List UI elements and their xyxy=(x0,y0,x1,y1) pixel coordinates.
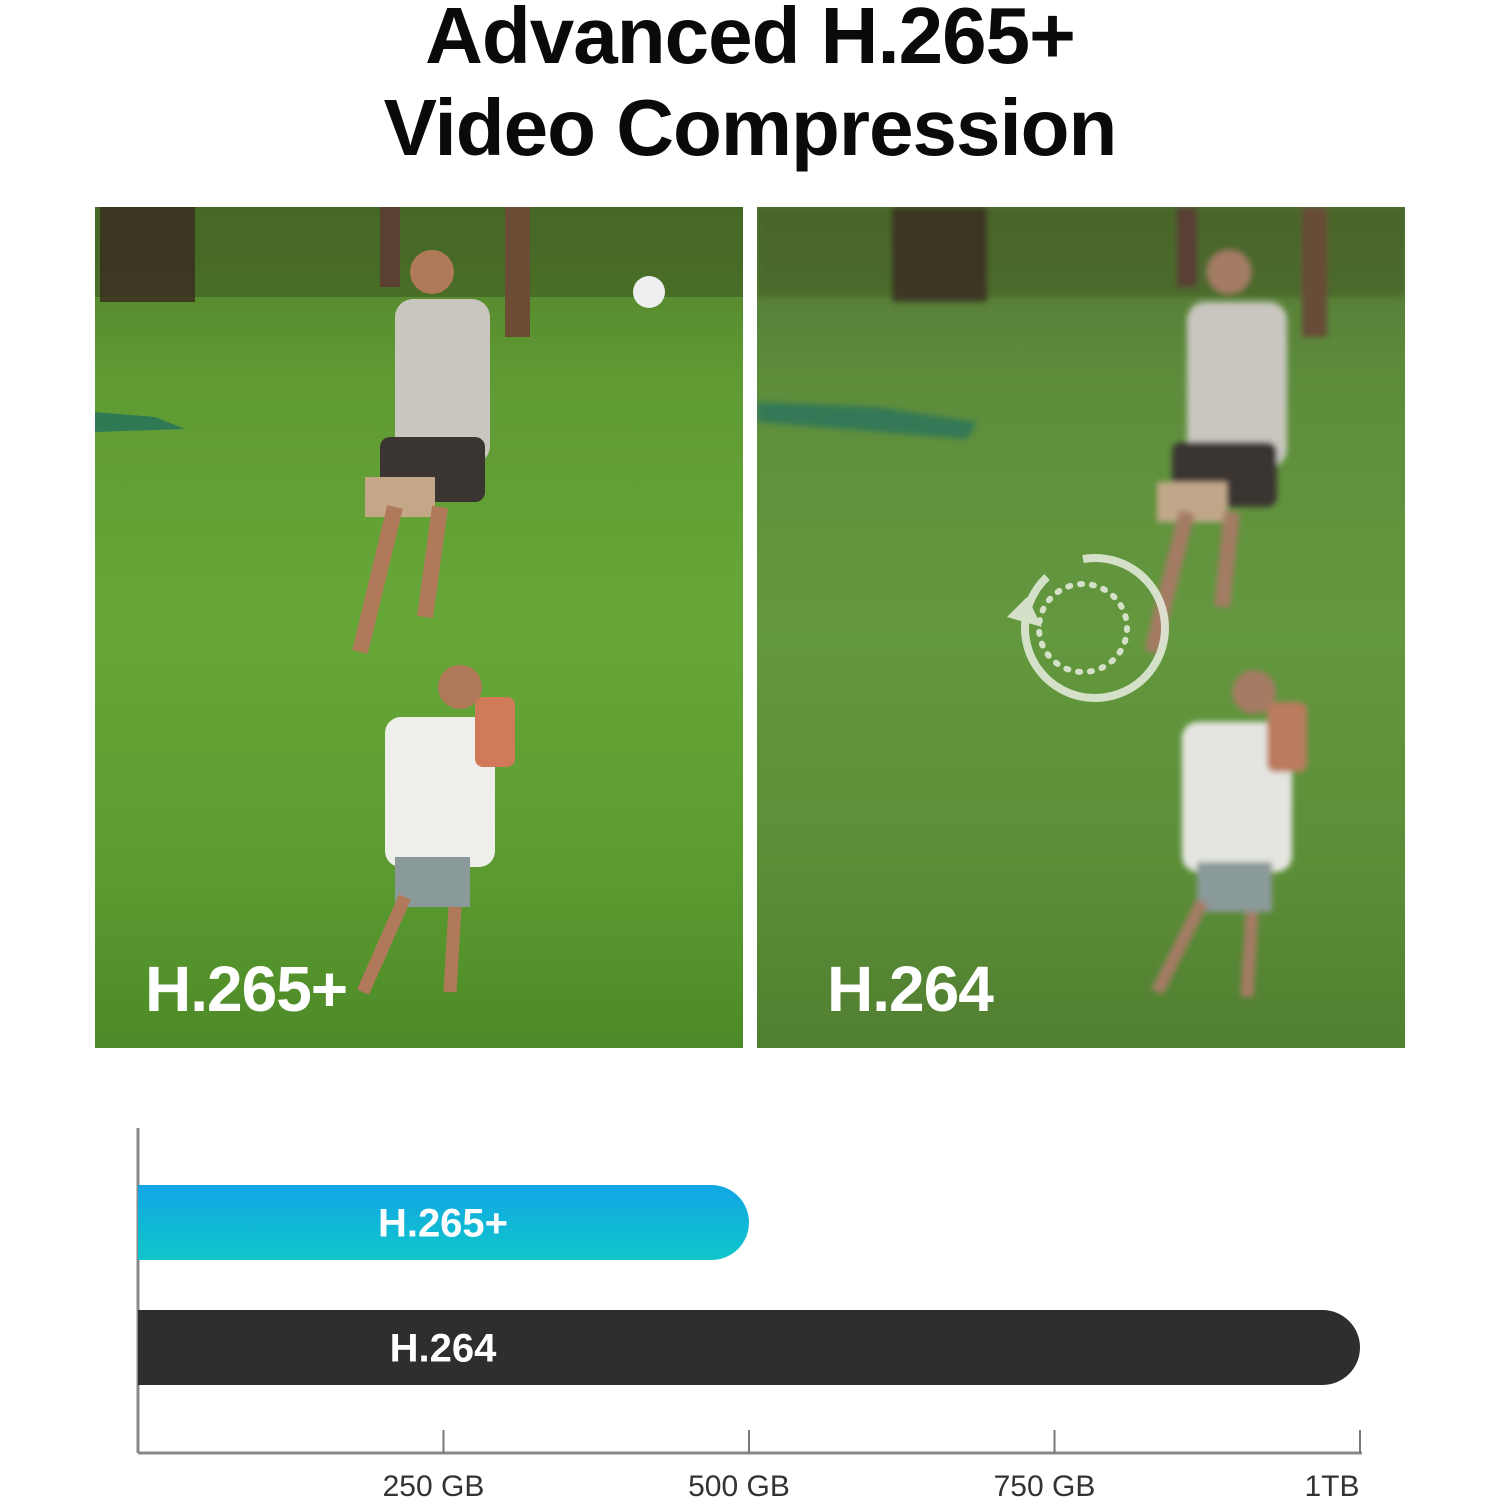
storage-bar-chart: H.265+ H.264 250 GB 500 GB 750 GB 1TB xyxy=(136,1128,1362,1500)
photo-scene-blurred xyxy=(757,207,1405,998)
x-tick-label: 250 GB xyxy=(383,1470,485,1500)
bar-h265 xyxy=(138,1185,749,1260)
photo-scene xyxy=(95,207,743,995)
title-line-1: Advanced H.265+ xyxy=(425,0,1076,80)
x-tick-label: 1TB xyxy=(1304,1470,1359,1500)
x-tick-label: 500 GB xyxy=(688,1470,790,1500)
h264-sample-photo: H.264 xyxy=(757,207,1405,1048)
page-title: Advanced H.265+ Video Compression xyxy=(0,0,1500,174)
x-tick-label: 750 GB xyxy=(994,1470,1096,1500)
boy-figure xyxy=(357,665,515,995)
bar-label: H.265+ xyxy=(378,1202,508,1246)
h265-panel-label: H.265+ xyxy=(145,953,348,1025)
bar-label: H.264 xyxy=(390,1327,497,1371)
h265-sample-photo: H.265+ xyxy=(95,207,743,1048)
loading-spinner-icon xyxy=(1007,553,1169,702)
man-figure xyxy=(352,250,490,654)
bar-h264 xyxy=(138,1310,1360,1385)
h264-panel-label: H.264 xyxy=(827,953,994,1025)
title-line-2: Video Compression xyxy=(383,83,1118,172)
